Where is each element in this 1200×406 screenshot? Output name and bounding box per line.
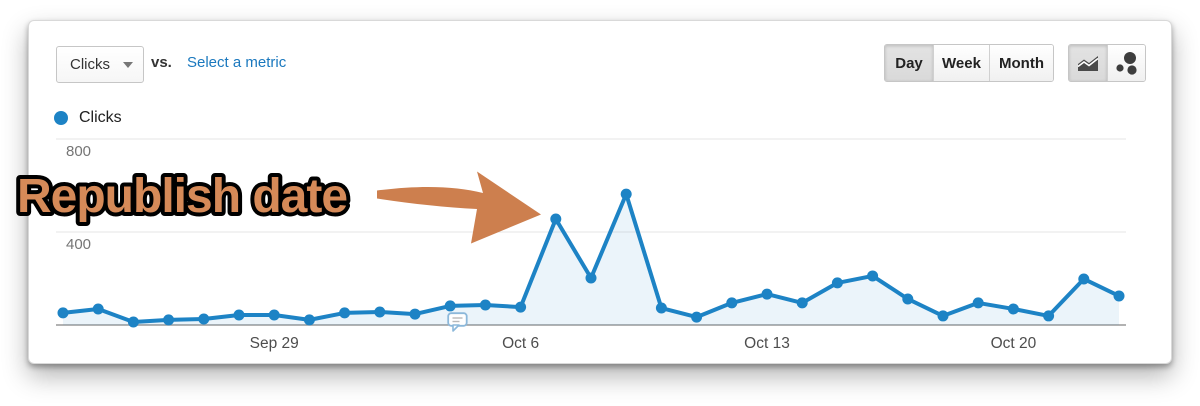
data-point[interactable] [163,314,175,326]
chevron-down-icon [123,61,133,68]
data-point[interactable] [1043,310,1055,322]
data-point[interactable] [198,313,210,325]
data-point[interactable] [972,297,984,309]
legend-clicks-label: Clicks [79,109,122,126]
data-point[interactable] [620,188,632,200]
data-point[interactable] [1078,273,1090,285]
data-point[interactable] [867,270,879,282]
annotation-marker[interactable] [447,312,469,333]
month-button[interactable]: Month [989,45,1053,81]
y-axis-label: 800 [66,143,91,160]
data-point[interactable] [691,311,703,323]
granularity-button-group: Day Week Month [884,44,1054,82]
data-point[interactable] [479,299,491,311]
chart-type-line-button[interactable] [1069,45,1107,81]
data-point[interactable] [585,272,597,284]
speech-bubble-icon [447,312,468,332]
x-axis-label: Sep 29 [250,335,299,352]
chart-toolbar: Clicks vs. Select a metric Day Week Mont… [29,21,1171,103]
chart-type-button-group [1068,44,1146,82]
data-point[interactable] [1007,303,1019,315]
week-button[interactable]: Week [933,45,989,81]
y-axis-label: 400 [66,236,91,253]
data-point[interactable] [726,297,738,309]
metric-selector-label: Clicks [70,56,110,73]
area-fill [63,194,1119,325]
chart-legend: Clicks [54,109,122,127]
data-point[interactable] [902,293,914,305]
data-point[interactable] [303,314,315,326]
chart-card: Clicks vs. Select a metric Day Week Mont… [28,20,1172,364]
data-point[interactable] [409,308,421,320]
data-point[interactable] [374,306,386,318]
day-button[interactable]: Day [885,45,933,81]
data-point[interactable] [796,297,808,309]
chart-type-motion-button[interactable] [1107,45,1145,81]
data-point[interactable] [92,303,104,315]
data-point[interactable] [233,309,245,321]
data-point[interactable] [339,307,351,319]
data-point[interactable] [761,288,773,300]
x-axis-label: Oct 6 [502,335,539,352]
data-point[interactable] [268,309,280,321]
data-point[interactable] [937,310,949,322]
data-point[interactable] [515,301,527,313]
data-point[interactable] [655,302,667,314]
data-point[interactable] [831,277,843,289]
legend-clicks-dot [54,111,68,125]
data-point[interactable] [57,307,69,319]
clicks-timeseries-chart[interactable]: 400 800 Sep 29 Oct 6 Oct 13 Oct 20 [29,21,1173,365]
metric-selector-dropdown[interactable]: Clicks [56,46,144,83]
x-axis-label: Oct 20 [991,335,1037,352]
select-metric-link[interactable]: Select a metric [187,54,287,71]
data-point[interactable] [127,316,139,328]
data-point[interactable] [1113,290,1125,302]
motion-chart-icon [1115,52,1137,75]
x-axis-label: Oct 13 [744,335,790,352]
line-chart-icon [1077,56,1099,71]
vs-label: vs. [151,54,172,71]
data-point[interactable] [550,213,562,225]
data-point[interactable] [444,300,456,312]
